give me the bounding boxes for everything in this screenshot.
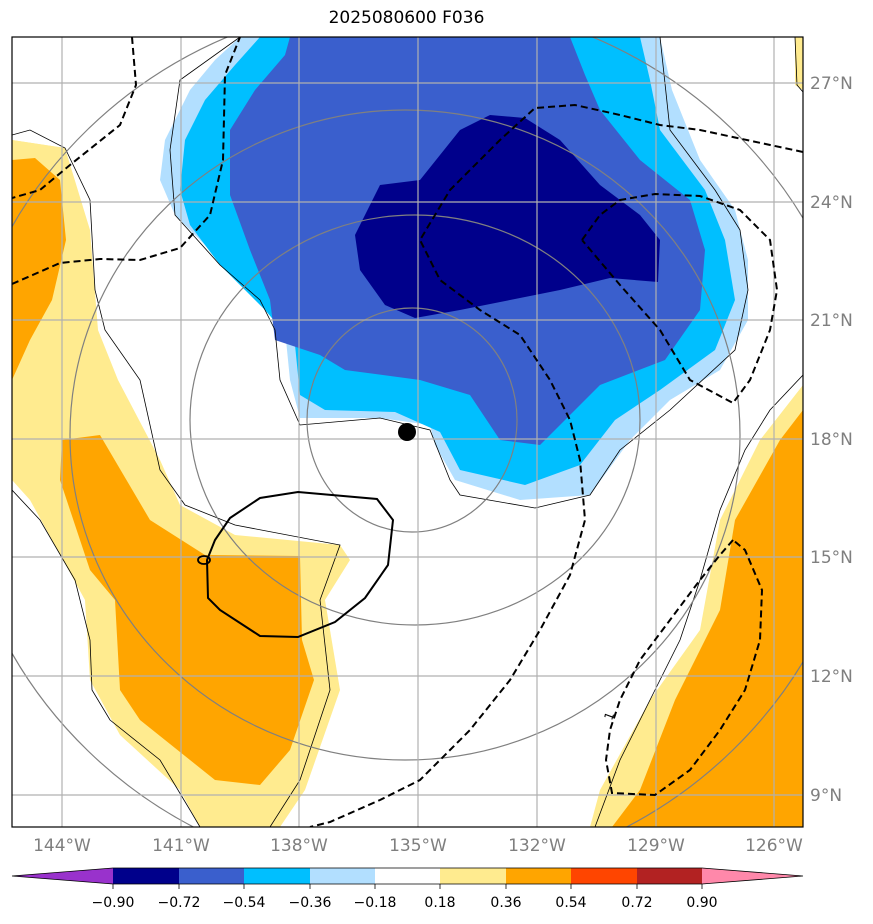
small-contour-loop (197, 555, 211, 565)
lat-label-9: 9°N (810, 786, 842, 806)
plot-frame (11, 36, 804, 828)
cb-label-7: 0.54 (555, 895, 586, 911)
cb-label-6: 0.36 (490, 895, 521, 911)
colorbar: −0.90 −0.72 −0.54 −0.36 −0.18 0.18 0.36 … (11, 867, 804, 911)
colorbar-extend-low (12, 868, 113, 884)
dashed-contours (12, 37, 803, 827)
map-plot-area: 1 (12, 37, 803, 827)
dashed-contour-se (604, 538, 764, 797)
lon-label-144: 144°W (33, 836, 91, 856)
lat-label-18: 18°N (810, 430, 853, 450)
colorbar-seg-8 (571, 868, 637, 884)
grey-contour-2 (189, 214, 641, 626)
shade-positive-se-dark (612, 410, 803, 827)
colorbar-labels: −0.90 −0.72 −0.54 −0.36 −0.18 0.18 0.36 … (92, 895, 718, 911)
colorbar-seg-4 (310, 868, 375, 884)
gridlines (12, 37, 803, 827)
dashed-contour-ne (581, 192, 779, 405)
grey-contour-3 (69, 109, 741, 761)
colorbar-seg-6 (440, 868, 506, 884)
dashed-contour-nw-2 (12, 37, 241, 285)
lat-label-12: 12°N (810, 667, 853, 687)
map-title: 2025080600 F036 (328, 8, 485, 28)
thin-contour-east (594, 374, 803, 827)
lon-label-138: 138°W (270, 836, 328, 856)
colorbar-seg-1 (113, 868, 179, 884)
colorbar-extend-high (702, 868, 803, 884)
center-marker (398, 423, 416, 441)
lon-label-135: 135°W (389, 836, 447, 856)
solid-contour-positive (205, 490, 395, 639)
colorbar-seg-7 (506, 868, 571, 884)
cb-label-8: 0.72 (621, 895, 652, 911)
thin-contour-north (169, 37, 749, 509)
colorbar-ticks (112, 884, 703, 889)
lat-tick-labels: 27°N 24°N 21°N 18°N 15°N 12°N 9°N (810, 74, 853, 806)
dashed-contour-central (309, 103, 803, 827)
dashed-contour-nw-1 (12, 37, 138, 199)
lon-tick-labels: 144°W 141°W 138°W 135°W 132°W 129°W 126°… (33, 836, 803, 856)
cb-label-1: −0.72 (158, 895, 201, 911)
lat-label-24: 24°N (810, 193, 853, 213)
lat-label-27: 27°N (810, 74, 853, 94)
colorbar-seg-5 (375, 868, 440, 884)
lat-label-15: 15°N (810, 548, 853, 568)
lon-label-132: 132°W (508, 836, 566, 856)
grey-contour-1 (306, 307, 518, 533)
contour-label: 1 (601, 710, 617, 722)
lat-label-21: 21°N (810, 311, 853, 331)
cb-label-2: −0.54 (223, 895, 266, 911)
lon-label-126: 126°W (745, 836, 803, 856)
lon-label-141: 141°W (152, 836, 210, 856)
colorbar-seg-2 (179, 868, 244, 884)
colorbar-seg-9 (637, 868, 702, 884)
thin-contour-west-inner (12, 489, 201, 827)
lon-label-129: 129°W (627, 836, 685, 856)
thin-contour-west (12, 129, 341, 827)
shade-negative-navy (355, 115, 660, 318)
cb-label-9: 0.90 (686, 895, 717, 911)
cb-label-5: 0.18 (424, 895, 455, 911)
cb-label-0: −0.90 (92, 895, 135, 911)
cb-label-4: −0.18 (354, 895, 397, 911)
cb-label-3: −0.36 (289, 895, 332, 911)
shade-positive-west-dark (60, 435, 314, 785)
grey-contours (12, 37, 803, 827)
thin-contour-ne (794, 37, 803, 93)
shade-positive-nw-dark (12, 158, 66, 380)
colorbar-seg-3 (244, 868, 310, 884)
